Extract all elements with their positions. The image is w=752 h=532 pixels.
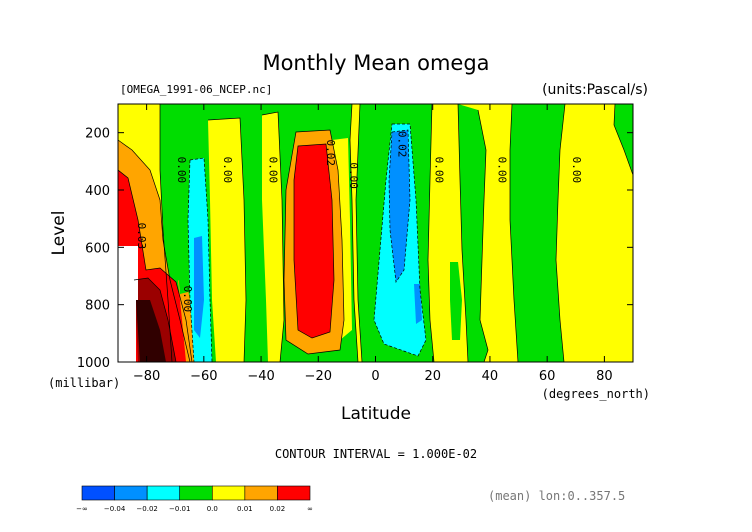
colorbar-label: −0.04: [104, 505, 126, 513]
contour-line-antarctic-inner: [118, 169, 193, 362]
contour-line-itcz-outer: [373, 123, 427, 357]
blue-region-south: [194, 236, 204, 338]
contour-line-dark-core: [133, 277, 177, 362]
colorbar-swatch: [179, 485, 213, 501]
contour-line-zero-i: [509, 104, 519, 362]
green-pocket-south: [178, 270, 188, 294]
x-axis-title: Latitude: [341, 404, 411, 424]
colorbar-label: 0.01: [237, 505, 253, 513]
x-tick-label: 40: [482, 369, 499, 384]
chart-title: Monthly Mean omega: [262, 51, 489, 75]
colorbar-swatch: [146, 485, 181, 501]
y-axis-title: Level: [49, 211, 69, 256]
contour-lines: [118, 104, 633, 362]
y-tick-label: 1000: [77, 356, 110, 371]
x-axis: −80 −60 −40 −20 0 20 40 60 80: [133, 104, 613, 384]
contour-line-zero-c: [261, 111, 285, 362]
contour-label: 0.00: [181, 286, 194, 313]
colorbar-label: −∞: [76, 505, 88, 513]
x-axis-unit: (degrees_north): [542, 387, 650, 401]
colorbar-swatch: [81, 485, 115, 501]
contour-line-zero-a: [159, 104, 173, 362]
contour-line-subsidence-inner: [293, 143, 335, 339]
colorbar-swatch: [211, 485, 246, 501]
blue-region-itcz: [389, 130, 410, 282]
colorbar-swatch: [244, 485, 278, 501]
contour-line-zero-f: [427, 104, 435, 362]
colorbar-label: −0.01: [169, 505, 190, 513]
contour-label: 0.00: [221, 157, 234, 184]
orange-region-antarctic-inner: [178, 280, 196, 362]
contour-field: 0.00 0.00 0.00 0.02 0.00 0.02 0.00 0.00 0.00 0.03…: [118, 104, 633, 362]
colorbar-label: ∞: [307, 505, 313, 513]
colorbar: −∞ −0.04 −0.02 −0.01 0.0 0.01 0.02 ∞: [76, 485, 313, 513]
red-region-subsidence: [294, 144, 334, 338]
contour-line-itcz-inner: [388, 129, 411, 283]
file-label: [OMEGA_1991-06_NCEP.nc]: [120, 83, 272, 96]
yellow-intrusion-midlat: [208, 118, 246, 362]
y-tick-label: 200: [85, 127, 110, 142]
contour-label: 0.00: [175, 157, 188, 184]
y-axis-unit: (millibar): [48, 376, 120, 390]
green-region-arctic: [614, 104, 633, 175]
contour-label: 0.02: [395, 131, 408, 158]
contour-labels: 0.00 0.00 0.00 0.02 0.00 0.02 0.00 0.00 0.00 0.03…: [135, 131, 583, 312]
y-tick-label: 600: [85, 241, 110, 256]
contour-line-zero-j: [555, 104, 566, 362]
contour-line-zero-g: [457, 104, 469, 362]
colorbar-label: 0.02: [270, 505, 286, 513]
colorbar-label: −0.02: [136, 505, 157, 513]
contour-line-zero-h: [477, 109, 489, 362]
contour-label: 0.00: [267, 157, 280, 184]
x-tick-label: −80: [133, 369, 160, 384]
contour-line-zero-k: [613, 104, 633, 176]
x-tick-label: −40: [247, 369, 274, 384]
contour-label: 0.00: [433, 157, 446, 184]
x-tick-label: 20: [424, 369, 441, 384]
colorbar-label: 0.0: [207, 505, 218, 513]
yellow-pocket-north: [566, 340, 582, 362]
x-tick-label: −60: [190, 369, 217, 384]
contour-label: 0.02: [324, 139, 337, 166]
green-region-north-midlat: [510, 104, 565, 362]
contour-line-subsidence-outer: [283, 129, 345, 355]
green-region-surface-tropics: [450, 262, 462, 340]
contour-line-zero-e: [355, 104, 363, 362]
missing-data-step: [130, 246, 138, 300]
contour-label: 0.00: [347, 162, 360, 189]
black-core: [136, 300, 166, 362]
contour-label: 0.03: [135, 223, 148, 250]
units-label: (units:Pascal/s): [542, 82, 648, 98]
contour-label: 0.00: [496, 157, 509, 184]
x-tick-label: −20: [305, 369, 332, 384]
y-tick-label: 800: [85, 299, 110, 314]
x-tick-label: 60: [539, 369, 556, 384]
contour-line-zero-b: [207, 117, 247, 362]
y-tick-label: 400: [85, 184, 110, 199]
contour-line-cyan-south-left: [187, 159, 195, 362]
footer-text: (mean) lon:0..357.5: [488, 489, 625, 503]
colorbar-swatch: [277, 485, 311, 501]
x-tick-label: 80: [596, 369, 613, 384]
contour-interval: CONTOUR INTERVAL = 1.000E-02: [275, 447, 477, 461]
contour-line-antarctic: [118, 139, 191, 362]
colorbar-swatch: [114, 485, 148, 501]
contour-label: 0.00: [570, 157, 583, 184]
y-axis: 200 400 600 800 1000: [77, 127, 633, 371]
x-tick-label: 0: [371, 369, 379, 384]
yellow-intrusion-south: [262, 112, 284, 362]
contour-line-cyan-south: [189, 157, 213, 362]
blue-region-itcz-lower: [414, 284, 422, 324]
contour-line-zero-d: [349, 104, 359, 362]
